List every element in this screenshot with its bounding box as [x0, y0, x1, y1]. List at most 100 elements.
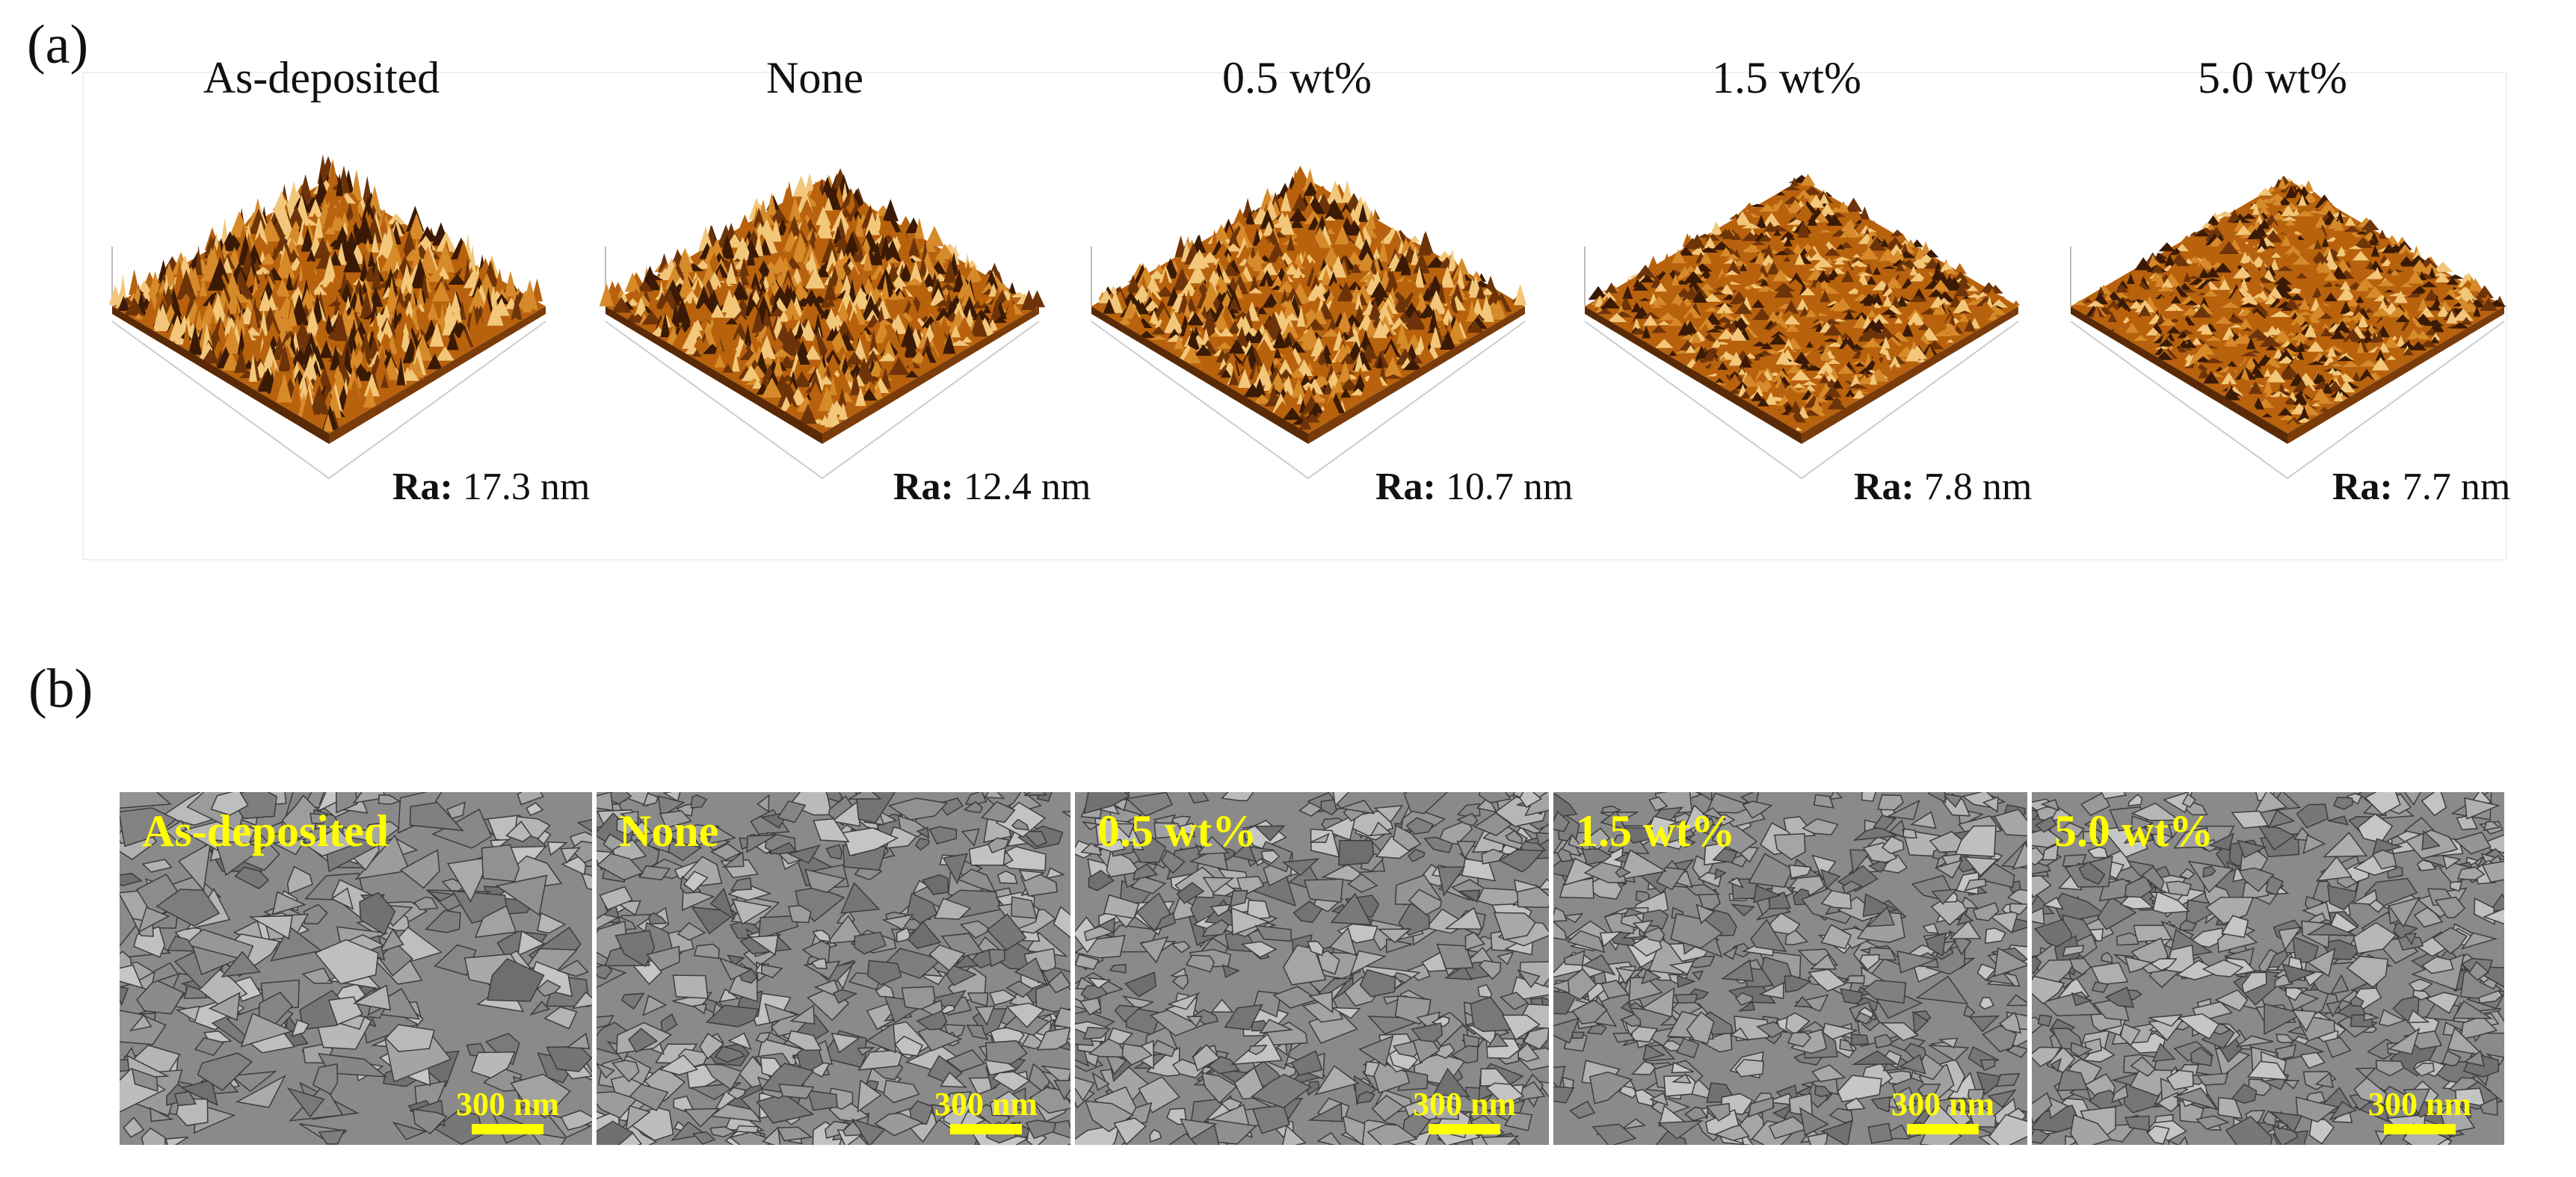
afm-peak — [2388, 269, 2405, 273]
afm-peak — [2333, 320, 2352, 333]
afm-peak — [1360, 383, 1371, 400]
afm-peak — [343, 249, 362, 273]
afm-peak — [647, 293, 659, 313]
afm-peak — [2431, 272, 2450, 277]
afm-peak — [2264, 391, 2273, 397]
afm-peak — [2388, 306, 2409, 318]
afm-peak — [2178, 339, 2190, 349]
afm-peak — [1479, 288, 1495, 295]
afm-peak — [1140, 288, 1148, 303]
afm-peak — [1699, 324, 1711, 333]
afm-peak — [1657, 271, 1677, 284]
afm-peak — [715, 318, 731, 343]
afm-peak — [722, 363, 734, 373]
afm-peak — [1840, 220, 1857, 232]
afm-peak — [2271, 252, 2281, 258]
afm-peak — [259, 289, 272, 312]
afm-peak — [2429, 319, 2444, 333]
ra-value: 7.7 nm — [2402, 466, 2511, 508]
afm-peak — [1313, 364, 1330, 380]
afm-peak — [336, 242, 346, 265]
afm-peak — [1709, 256, 1720, 267]
afm-peak — [2228, 288, 2246, 301]
afm-peak — [1933, 304, 1947, 315]
afm-peak — [1237, 368, 1252, 389]
afm-peak — [2386, 355, 2397, 360]
afm-peak — [1734, 208, 1754, 218]
afm-peak — [889, 314, 908, 334]
sem-grain — [152, 962, 179, 984]
afm-peak — [2232, 266, 2252, 279]
afm-peak — [2244, 240, 2256, 250]
afm-peak — [1766, 261, 1780, 275]
afm-peak — [1796, 298, 1809, 310]
afm-peak — [2258, 188, 2273, 196]
afm-peak — [2192, 359, 2201, 372]
afm-peak — [2400, 282, 2413, 288]
afm-peak — [2303, 180, 2314, 192]
sem-grain — [314, 939, 379, 985]
afm-peak — [1366, 209, 1376, 229]
afm-peak — [1786, 364, 1803, 374]
afm-peak — [1633, 318, 1641, 330]
afm-peak — [2311, 403, 2322, 407]
afm-peak — [1668, 350, 1677, 356]
afm-peak — [2083, 297, 2093, 303]
afm-peak — [1811, 336, 1830, 347]
afm-peak — [1893, 323, 1902, 329]
afm-peak — [2264, 379, 2273, 393]
afm-peak — [2266, 227, 2279, 235]
afm-peak — [2400, 250, 2412, 256]
afm-peak — [771, 348, 792, 357]
afm-peak — [1826, 342, 1844, 347]
scale-bar: 300 nm — [444, 1088, 571, 1134]
afm-peak — [752, 207, 765, 228]
afm-peak — [2295, 334, 2306, 345]
afm-peak — [1399, 332, 1410, 349]
afm-peak — [2296, 350, 2305, 360]
afm-peak — [2460, 317, 2473, 325]
afm-peak — [970, 312, 988, 337]
afm-peak — [2311, 372, 2325, 384]
afm-peak — [1790, 294, 1804, 299]
afm-peak — [1964, 318, 1976, 332]
afm-peak — [2370, 332, 2379, 343]
afm-peak — [712, 263, 729, 278]
afm-peak — [1751, 392, 1764, 401]
afm-peak — [624, 272, 641, 292]
afm-peak — [725, 318, 738, 324]
afm-peak — [1774, 283, 1795, 298]
afm-peak — [906, 359, 916, 374]
afm-peak — [2281, 216, 2297, 221]
afm-peak — [487, 300, 504, 326]
afm-peak — [2155, 351, 2173, 360]
afm-peak — [1808, 194, 1825, 208]
sem-grain — [928, 826, 958, 844]
afm-peak — [194, 245, 203, 276]
afm-peak — [2322, 383, 2333, 394]
afm-peak — [1174, 334, 1184, 350]
afm-peak — [1384, 270, 1400, 293]
afm-peak — [1740, 390, 1751, 399]
sem-grain — [306, 827, 354, 857]
afm-peak — [1871, 357, 1885, 371]
afm-peak — [1862, 319, 1883, 334]
afm-peak — [221, 217, 229, 245]
afm-peak — [253, 267, 274, 275]
afm-peak — [1330, 360, 1345, 371]
sem-grain — [426, 890, 456, 902]
afm-peak — [752, 378, 763, 389]
afm-peak — [2225, 365, 2237, 374]
afm-peak — [2273, 194, 2282, 206]
afm-peak — [222, 350, 240, 371]
afm-peak — [1794, 427, 1802, 431]
afm-peak — [2191, 337, 2202, 345]
afm-peak — [1395, 348, 1415, 365]
afm-peak — [2115, 284, 2130, 293]
afm-peak — [2187, 275, 2200, 279]
afm-peak — [1476, 284, 1485, 299]
afm-peak — [1683, 306, 1701, 318]
afm-peak — [954, 316, 975, 337]
afm-peak — [220, 231, 240, 251]
afm-peak — [1375, 303, 1394, 325]
